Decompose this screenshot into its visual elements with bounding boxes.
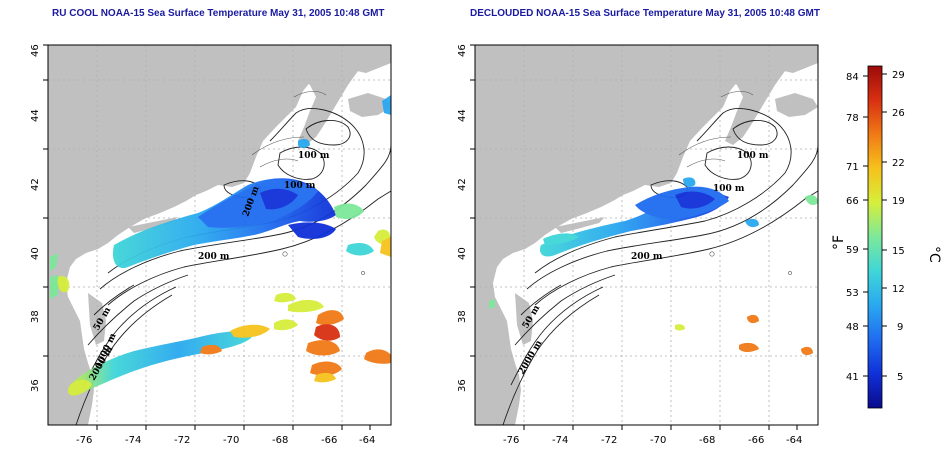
lon-tick-label: -64 bbox=[359, 435, 375, 446]
right-sst-patches bbox=[489, 177, 818, 356]
contour-label: 100 m bbox=[713, 184, 745, 194]
celsius-unit-label: °C bbox=[926, 246, 942, 263]
lon-tick-label: -72 bbox=[174, 435, 190, 446]
right-map-title: DECLOUDED NOAA-15 Sea Surface Temperatur… bbox=[470, 8, 820, 19]
lat-tick-label: 46 bbox=[30, 44, 41, 57]
left-lat-axis: 36 38 40 42 44 46 bbox=[30, 44, 48, 392]
contour-label: 100 m bbox=[737, 151, 769, 161]
fahrenheit-tick-label: 53 bbox=[846, 288, 859, 299]
lat-tick-label: 40 bbox=[30, 247, 41, 260]
lon-tick-label: -74 bbox=[125, 435, 141, 446]
right-lat-axis: 36 38 40 42 44 46 bbox=[457, 44, 475, 392]
lon-tick-label: -66 bbox=[321, 435, 337, 446]
temperature-colorbar: 84 78 71 66 59 53 48 41 29 26 22 19 15 1… bbox=[831, 65, 942, 409]
celsius-tick-label: 15 bbox=[892, 246, 905, 257]
lat-tick-label: 44 bbox=[30, 109, 41, 122]
lon-tick-label: -76 bbox=[503, 435, 519, 446]
lat-tick-label: 44 bbox=[457, 109, 468, 122]
right-map-panel: 100 m 100 m 200 m 50 m 2000 m bbox=[474, 44, 819, 426]
lon-tick-label: -76 bbox=[76, 435, 92, 446]
fahrenheit-tick-label: 48 bbox=[846, 322, 859, 333]
fahrenheit-tick-label: 66 bbox=[846, 196, 859, 207]
celsius-tick-label: 19 bbox=[892, 196, 905, 207]
lat-tick-label: 42 bbox=[30, 178, 41, 191]
colorbar-gradient bbox=[867, 65, 883, 409]
contour-label: 200 m bbox=[631, 252, 663, 262]
lon-tick-label: -72 bbox=[601, 435, 617, 446]
left-sst-patches bbox=[50, 95, 391, 396]
left-lon-axis: -76 -74 -72 -70 -68 -66 -64 bbox=[76, 425, 375, 446]
lon-tick-label: -64 bbox=[786, 435, 802, 446]
lat-tick-label: 42 bbox=[457, 178, 468, 191]
lon-tick-label: -66 bbox=[748, 435, 764, 446]
contour-label: 100 m bbox=[284, 181, 316, 191]
lat-tick-label: 40 bbox=[457, 247, 468, 260]
lat-tick-label: 36 bbox=[30, 379, 41, 392]
fahrenheit-unit-label: °F bbox=[831, 235, 847, 250]
celsius-tick-label: 22 bbox=[892, 158, 905, 169]
left-map-panel: 100 m 100 m 200 m 200 m 50 m 1000 m 2000… bbox=[47, 44, 392, 426]
contour-label: 200 m bbox=[198, 252, 230, 262]
fahrenheit-tick-label: 71 bbox=[846, 162, 859, 173]
lat-tick-label: 38 bbox=[30, 310, 41, 323]
fahrenheit-tick-label: 78 bbox=[846, 113, 859, 124]
left-map-title: RU COOL NOAA-15 Sea Surface Temperature … bbox=[52, 8, 385, 19]
fahrenheit-tick-label: 84 bbox=[846, 72, 859, 83]
celsius-tick-label: 29 bbox=[892, 70, 905, 81]
lon-tick-label: -70 bbox=[650, 435, 666, 446]
fahrenheit-tick-label: 41 bbox=[846, 372, 859, 383]
lat-tick-label: 38 bbox=[457, 310, 468, 323]
lon-tick-label: -68 bbox=[699, 435, 715, 446]
lon-tick-label: -74 bbox=[552, 435, 568, 446]
right-lon-axis: -76 -74 -72 -70 -68 -66 -64 bbox=[503, 425, 802, 446]
lat-tick-label: 46 bbox=[457, 44, 468, 57]
lon-tick-label: -70 bbox=[223, 435, 239, 446]
fahrenheit-tick-label: 59 bbox=[846, 245, 859, 256]
celsius-tick-label: 26 bbox=[892, 108, 905, 119]
contour-label: 100 m bbox=[298, 151, 330, 161]
celsius-tick-label: 9 bbox=[897, 322, 903, 333]
lat-tick-label: 36 bbox=[457, 379, 468, 392]
celsius-tick-label: 5 bbox=[897, 372, 903, 383]
celsius-tick-label: 12 bbox=[892, 284, 905, 295]
lon-tick-label: -68 bbox=[272, 435, 288, 446]
